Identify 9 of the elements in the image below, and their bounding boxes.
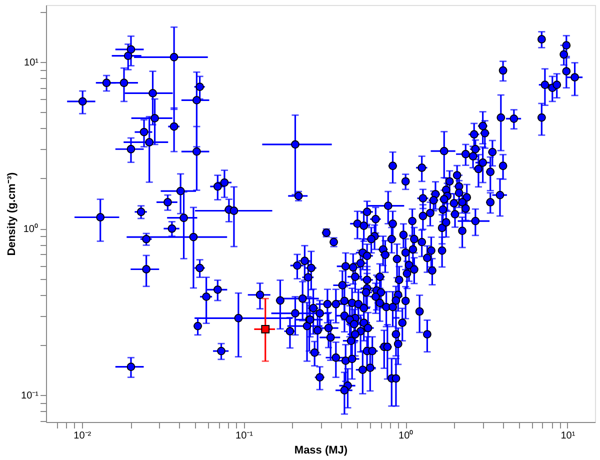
x-tick-label: 10⁻²: [74, 430, 92, 442]
x-tick-label: 10⁰: [398, 430, 414, 442]
x-tick-label: 10¹: [560, 430, 576, 442]
x-tick-label: 10⁻¹: [236, 430, 254, 442]
y-tick-label: 10⁰: [23, 223, 38, 236]
y-tick-label: 10⁻¹: [21, 390, 40, 402]
y-axis-title: Density (g.cm⁻³): [6, 172, 18, 256]
x-axis-title: Mass (MJ): [294, 444, 348, 456]
y-tick-label: 10¹: [24, 58, 40, 69]
